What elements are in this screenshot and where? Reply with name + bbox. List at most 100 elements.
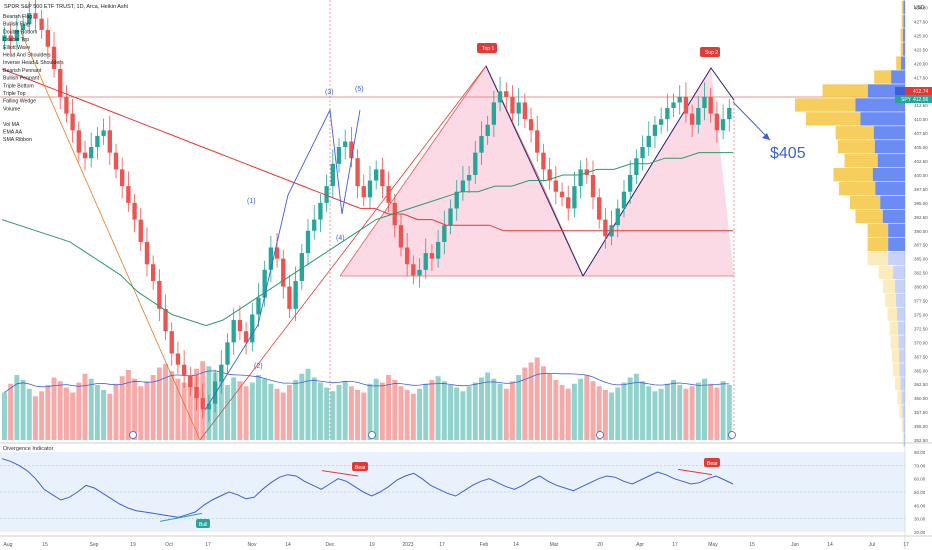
price-tag-bg-a <box>895 87 905 95</box>
candle-body <box>671 102 676 109</box>
vp-down-bar <box>903 28 905 42</box>
volume-bar <box>138 386 144 440</box>
candle-body <box>497 91 503 103</box>
volume-bar <box>540 366 546 440</box>
bear-label-2: Bear <box>707 461 718 467</box>
vp-down-bar <box>899 363 905 377</box>
legend-entry: Triple Bottom <box>3 83 34 89</box>
y-tick-label: 422.50 <box>914 47 928 52</box>
candle-body <box>144 241 150 265</box>
y-tick-label: 375.00 <box>914 312 928 317</box>
x-tick-label: 14 <box>827 542 833 548</box>
volume-bar <box>113 383 119 440</box>
vp-down-bar <box>901 391 905 405</box>
candle-body <box>268 247 274 270</box>
volume-bar <box>410 393 416 440</box>
vp-up-bar <box>867 223 889 238</box>
volume-bar <box>491 378 497 440</box>
candle-body <box>138 219 143 242</box>
y-tick-label: 400.00 <box>914 173 928 178</box>
volume-bar <box>231 377 237 440</box>
x-tick-label: 15 <box>749 542 755 548</box>
candle-body <box>132 202 137 220</box>
volume-bar <box>509 381 515 440</box>
vp-down-bar <box>899 349 905 363</box>
candle-body <box>640 147 645 159</box>
volume-bar <box>429 380 435 440</box>
last-price-bg <box>905 87 932 95</box>
volume-bar <box>373 378 379 440</box>
candle-body <box>281 258 286 287</box>
candle-body <box>473 152 478 175</box>
y-tick-label: 372.50 <box>914 326 928 331</box>
legend-entry: Head And Shoulders <box>3 53 51 59</box>
vp-down-bar <box>872 167 905 182</box>
candle-body <box>237 320 243 332</box>
y-tick-label: 410.00 <box>914 117 928 122</box>
volume-bar <box>299 373 305 440</box>
candle-body <box>479 135 484 153</box>
oscillator-line <box>1 458 734 518</box>
candle-body <box>696 108 701 125</box>
y-tick-label: 407.50 <box>914 131 928 136</box>
wave-label-3: (3) <box>325 89 334 96</box>
volume-bar <box>82 373 88 440</box>
candle-body <box>76 130 81 153</box>
vp-down-bar <box>903 419 905 433</box>
candle-body <box>528 119 534 131</box>
volume-bar <box>677 385 683 440</box>
volume-bar <box>355 390 361 440</box>
volume-bar <box>255 375 261 440</box>
x-tick-label: Feb <box>480 542 489 548</box>
vp-down-bar <box>895 279 905 293</box>
volume-bar <box>125 370 131 440</box>
x-tick-label: May <box>708 542 718 548</box>
candle-body <box>181 364 187 376</box>
candle-body <box>367 180 373 198</box>
y-tick-label: 392.50 <box>914 215 928 220</box>
candle-body <box>256 297 261 315</box>
candle-body <box>107 130 112 153</box>
candle-body <box>677 96 682 103</box>
volume-bar <box>2 392 7 440</box>
vp-down-bar <box>897 307 905 321</box>
x-tick-label: 17 <box>903 542 909 548</box>
candle-body <box>566 197 571 209</box>
osc-tick-label: 40.00 <box>914 503 926 508</box>
volume-bar <box>311 377 317 440</box>
dividend-marker <box>368 431 376 439</box>
x-tick-label: 14 <box>513 542 519 548</box>
candle-body <box>64 96 69 114</box>
volume-bar <box>547 373 553 440</box>
vp-up-bar <box>897 391 902 405</box>
x-tick-label: Oct <box>165 542 173 548</box>
volume-bar <box>348 386 354 440</box>
volume-bar <box>454 387 460 440</box>
candle-body <box>423 253 428 270</box>
candle-body <box>312 219 317 231</box>
candle-body <box>541 152 546 170</box>
volume-bar <box>262 378 268 440</box>
volume-bar <box>578 378 584 440</box>
vp-down-bar <box>903 42 905 56</box>
volume-bar <box>441 381 447 440</box>
vp-up-bar <box>806 112 861 126</box>
vp-up-bar <box>844 154 878 168</box>
x-tick-label: Jul <box>869 542 875 548</box>
y-tick-label: 405.00 <box>914 145 928 150</box>
candle-body <box>219 364 224 382</box>
y-tick-label: 385.00 <box>914 257 928 262</box>
volume-bar <box>590 381 596 440</box>
volume-bar <box>565 388 571 440</box>
dividend-marker <box>596 431 604 439</box>
candle-body <box>535 130 540 153</box>
vp-down-bar <box>896 293 905 307</box>
y-tick-label: 370.00 <box>914 340 928 345</box>
volume-bar <box>720 381 726 440</box>
y-tick-label: 352.50 <box>914 438 928 443</box>
legend-entry: Vol MA <box>3 122 20 128</box>
volume-bar <box>627 377 633 440</box>
volume-bar <box>658 388 664 440</box>
candle-body <box>621 191 627 209</box>
candle-body <box>627 174 633 192</box>
